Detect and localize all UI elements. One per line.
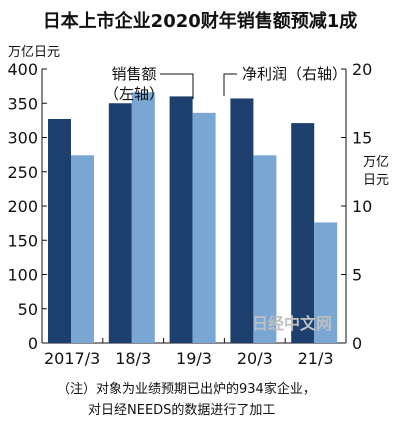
sales-bar [291,123,315,344]
sales-bar [230,98,254,343]
sales-bar [169,96,193,344]
sales-series-label-line2: （左轴） [104,85,164,103]
watermark: 日经中文网 [252,314,332,333]
profit-bar [192,112,216,343]
sales-bar [108,103,132,343]
x-axis-category-label: 21/3 [298,349,334,368]
x-axis-category-label: 18/3 [115,349,151,368]
footnote-line1: （注）对象为业绩预期已出炉的934家企业， [57,381,316,397]
right-axis-tick-label: 10 [352,197,372,216]
right-axis-tick-label: 20 [352,60,372,79]
left-axis-tick-label: 250 [7,163,38,182]
profit-bar [253,155,277,343]
bars-group [48,92,338,344]
left-axis-tick-label: 200 [7,197,38,216]
right-axis-unit-line2: 日元 [363,173,389,188]
right-axis-tick-label: 15 [352,129,372,148]
sales-series-label-line1: 销售额 [111,65,156,83]
left-axis-tick-label: 0 [28,334,38,353]
profit-bar [71,155,94,343]
profit-bar [131,92,155,343]
right-axis-unit-line1: 万亿 [363,155,389,170]
left-axis-tick-label: 400 [7,60,38,79]
left-axis-tick-label: 100 [7,266,38,285]
x-axis-category-label: 2017/3 [44,349,100,368]
left-axis-tick-label: 50 [18,300,38,319]
footnote-line2: 对日经NEEDS的数据进行了加工 [88,402,275,418]
left-axis-unit: 万亿日元 [8,45,60,60]
left-axis-tick-label: 350 [7,94,38,113]
sales-bar [48,119,71,343]
chart-title: 日本上市企业2020财年销售额预减1成 [43,10,358,32]
profit-bar [314,222,338,343]
sales-label-leader [160,73,194,99]
profit-series-label: 净利润（右轴） [242,65,347,83]
x-axis-category-label: 19/3 [176,349,212,368]
profit-label-leader [223,73,237,96]
left-axis-tick-label: 150 [7,231,38,250]
right-axis-tick-label: 0 [352,334,362,353]
x-axis-category-label: 20/3 [237,349,273,368]
right-axis-tick-label: 5 [352,266,362,285]
left-axis-tick-label: 300 [7,129,38,148]
axes-group: 0 50 100 150 200 250 300 350 400 0 5 10 15 20 2017/3 18… [7,60,372,368]
